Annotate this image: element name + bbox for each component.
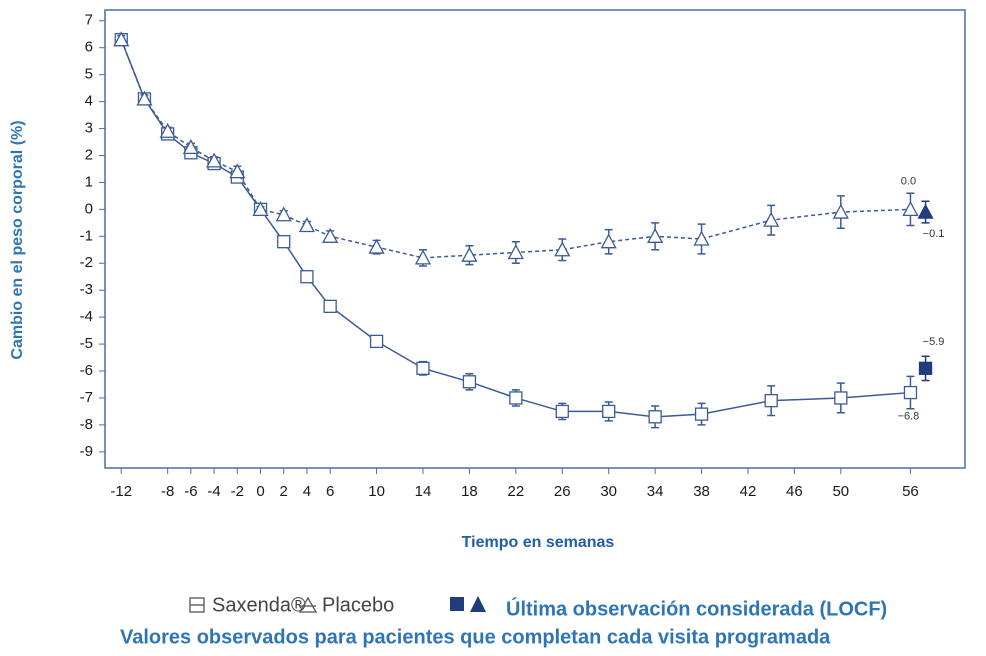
y-tick-label: 3 [85,120,93,137]
marker [206,152,223,168]
x-tick-label: 38 [693,483,710,500]
marker [461,246,478,262]
marker [323,299,337,314]
legend-label: Última observación considerada (LOCF) [506,596,887,620]
x-tick-label: 34 [647,483,664,500]
y-tick-label: 2 [85,146,93,163]
plot-frame [104,9,966,469]
y-tick-label: -4 [80,308,93,325]
legend: Saxenda® Placebo Última observación cons… [120,594,887,648]
x-tick-label: 18 [461,483,478,500]
x-tick-label: 30 [600,483,617,500]
marker [832,203,849,219]
data-label: −6.8 [898,410,920,422]
y-tick-label: 7 [85,12,93,29]
x-tick-label: 22 [508,483,525,500]
marker [277,235,291,249]
marker [764,393,778,408]
marker [602,404,616,419]
x-tick-label: -4 [207,483,220,500]
y-tick-label: -2 [80,254,93,271]
legend-label: Placebo [322,594,394,616]
marker [414,249,432,265]
marker [462,375,477,389]
y-tick-label: -5 [80,335,93,352]
legend-label: Saxenda® [212,594,306,616]
data-label: −5.9 [923,336,945,348]
legend-locf-triangle [470,596,486,612]
x-tick-label: 0 [256,483,264,500]
y-tick-label: 6 [85,39,93,56]
marker [507,244,524,260]
y-tick-label: 0 [85,200,93,217]
marker [509,391,523,405]
y-tick-label: 5 [85,66,93,83]
x-tick-label: 10 [368,483,385,500]
series-line [120,39,911,259]
x-tick-label: -6 [184,483,197,500]
x-axis-label: Tiempo en semanas [462,534,615,551]
y-tick-label: -9 [80,443,93,460]
marker [554,241,571,257]
marker [275,206,292,222]
legend-locf-square [450,597,464,611]
marker [369,334,384,349]
marker [113,31,130,47]
series-line [120,39,911,418]
x-tick-label: -12 [110,483,132,500]
marker [917,203,934,219]
y-tick-label: -7 [80,389,93,406]
marker [918,361,933,375]
x-tick-label: 6 [326,483,334,500]
marker [647,227,664,243]
y-tick-label: 1 [85,173,93,190]
marker [763,211,780,227]
marker [902,200,919,217]
y-tick-label: 4 [85,93,93,110]
x-tick-label: 42 [740,483,757,500]
x-tick-label: 14 [415,483,432,500]
x-tick-label: 50 [832,483,849,500]
x-tick-label: 4 [303,483,311,500]
data-label: 0.0 [901,175,916,187]
marker [298,217,316,233]
marker [368,238,385,254]
data-label: −0.1 [923,228,945,240]
y-tick-label: -1 [80,227,93,244]
marker [182,139,199,155]
marker [693,230,710,246]
x-tick-label: 2 [280,483,288,500]
marker [694,407,709,421]
marker [252,200,269,217]
x-tick-label: -8 [161,483,174,500]
marker [416,361,430,375]
y-tick-label: -3 [80,281,93,298]
marker [903,385,918,400]
marker [136,90,153,106]
marker [600,233,617,249]
x-tick-label: 46 [786,483,803,500]
marker [229,163,246,179]
y-tick-label: -8 [80,416,93,433]
x-tick-label: -2 [231,483,244,500]
x-tick-label: 56 [902,483,919,500]
marker [300,270,314,284]
marker [159,122,176,138]
x-tick-label: 26 [554,483,571,500]
marker [648,410,662,424]
marker [834,391,848,405]
y-tick-label: -6 [80,362,93,379]
marker [322,227,339,243]
marker [555,404,569,419]
legend-triangle [298,596,318,613]
y-axis-label: Cambio en el peso corporal (%) [9,120,26,359]
legend-note: Valores observados para pacientes que co… [120,626,831,648]
